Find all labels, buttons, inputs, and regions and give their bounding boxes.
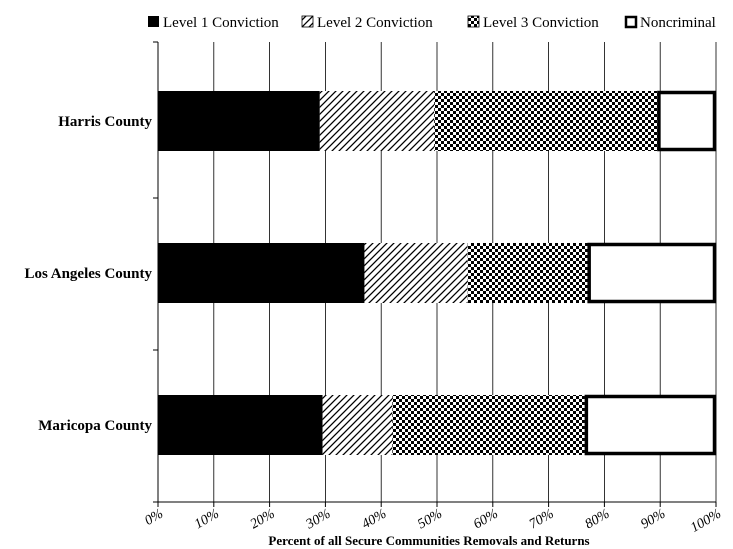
x-tick-label: 40%: [359, 506, 389, 532]
legend-swatch: [467, 15, 480, 28]
bar-segment: [364, 243, 468, 303]
bar-segment: [467, 243, 588, 303]
legend-label: Level 1 Conviction: [163, 15, 279, 31]
bar-segment: [657, 90, 717, 152]
bar-segment: [392, 395, 585, 455]
x-tick-label: 50%: [415, 506, 445, 532]
bars: [158, 90, 717, 456]
x-tick-label: 70%: [527, 506, 557, 532]
x-tick-label: 90%: [638, 506, 668, 532]
x-axis-title: Percent of all Secure Communities Remova…: [268, 533, 589, 548]
x-tick-label: 100%: [688, 506, 724, 535]
bar-segment: [434, 91, 658, 151]
legend-swatch: [624, 15, 638, 29]
bar-segment: [158, 243, 365, 303]
x-tick-label: 10%: [192, 506, 222, 532]
x-tick-label: 60%: [471, 506, 501, 532]
bar-segment: [587, 242, 717, 304]
labels: 0% 10% 20% 30% 40% 50% 60% 70% 80% 90% 100% Harris …: [24, 114, 724, 548]
bar-segment: [322, 395, 393, 455]
category-label: Los Angeles County: [24, 266, 152, 282]
legend-label: Noncriminal: [640, 15, 716, 31]
bar-segment: [319, 91, 435, 151]
bar-segment: [158, 395, 323, 455]
bar-segment: [584, 394, 717, 456]
x-tick-label: 20%: [248, 506, 278, 532]
legend-label: Level 2 Conviction: [317, 15, 433, 31]
legend-swatch: [148, 16, 159, 27]
legend-swatch: [301, 15, 314, 28]
category-label: Harris County: [58, 114, 152, 130]
x-tick-label: 30%: [303, 506, 334, 532]
x-tick-label: 80%: [583, 506, 613, 532]
legend: Level 1 Conviction Level 2 Conviction Leve…: [148, 15, 716, 31]
legend-label: Level 3 Conviction: [483, 15, 599, 31]
bar-segment: [158, 91, 320, 151]
category-label: Maricopa County: [38, 418, 152, 434]
x-tick-label: 0%: [142, 506, 166, 528]
